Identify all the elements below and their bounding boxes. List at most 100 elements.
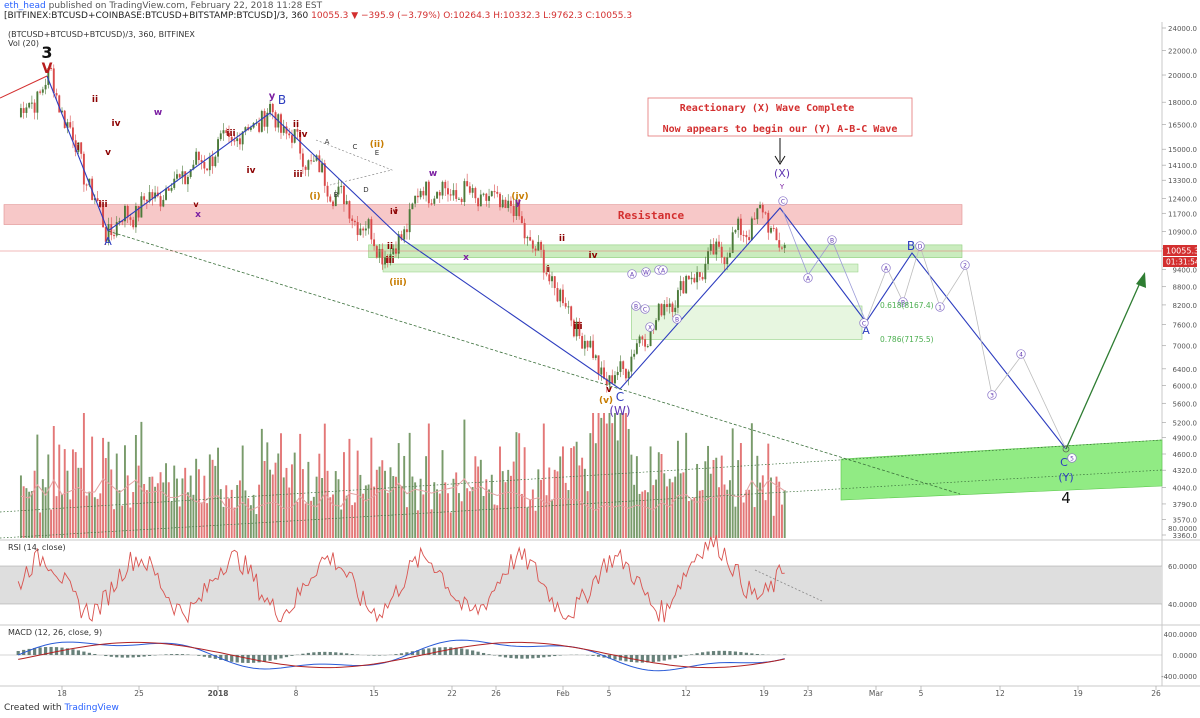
volume-bar: [556, 471, 559, 538]
volume-bar: [457, 493, 460, 538]
candle-body: [728, 252, 731, 258]
volume-bar: [583, 468, 586, 538]
volume-bar: [403, 455, 406, 538]
candle-body: [288, 133, 291, 136]
volume-bar: [381, 460, 384, 538]
fib-618-label: 0.618(8167.4): [880, 301, 934, 310]
candle-body: [778, 240, 781, 248]
candle-body: [260, 111, 263, 132]
candle-body: [644, 339, 647, 347]
volume-bar: [668, 478, 671, 538]
volume-bar: [367, 484, 370, 538]
projection-arrow-head: [1136, 272, 1146, 288]
volume-moving-average: [20, 478, 785, 511]
time-tick-label-8: 5: [607, 689, 612, 698]
volume-bar: [603, 413, 605, 538]
zone-Resistance: [3, 204, 963, 225]
volume-bar: [315, 476, 318, 538]
candle-body: [603, 367, 605, 379]
candle-body: [364, 228, 367, 231]
candle-body: [39, 91, 42, 93]
volume-bar: [783, 490, 786, 538]
volume-bar: [47, 454, 50, 538]
macd-hist-bar: [137, 655, 141, 658]
candle-body: [704, 263, 707, 280]
wave-label-28: iii: [226, 129, 235, 139]
volume-bar: [225, 485, 228, 538]
candle-body: [553, 276, 556, 289]
macd-hist-bar: [213, 655, 217, 659]
volume-bar: [28, 491, 31, 538]
circled-marker-15: [935, 302, 945, 312]
candle-body: [337, 186, 340, 195]
volume-bar: [693, 497, 696, 538]
candle-body: [682, 281, 685, 294]
volume-bar: [96, 498, 99, 538]
macd-hist-bar: [520, 655, 524, 659]
volume-bar: [203, 475, 206, 538]
macd-hist-bar: [224, 655, 228, 661]
macd-hist-bar: [498, 655, 502, 657]
price-tick-label-16: 7000.0: [1173, 343, 1198, 351]
candle-body: [490, 191, 493, 197]
fib-786-label: 0.786(7175.5): [880, 335, 934, 344]
volume-bar: [91, 436, 94, 538]
created-text: Created with: [4, 703, 62, 713]
time-axis[interactable]: 18 25 2018 8 15 22 26 Feb 5 12 19 23 Mar 5 12 19 26: [57, 686, 1161, 698]
volume-bar: [608, 413, 611, 538]
rsi-tick-label-0: 80.0000: [1168, 525, 1197, 533]
volume-bar: [110, 469, 113, 538]
volume-bar: [392, 476, 395, 538]
macd-hist-bar: [509, 655, 513, 659]
volume-bar: [192, 494, 195, 538]
volume-bar: [425, 456, 428, 538]
volume-bar: [745, 489, 748, 538]
price-tick-label-17: 6400.0: [1173, 366, 1198, 374]
time-tick-label-16: 26: [1151, 689, 1161, 698]
author-link[interactable]: eth_head: [4, 1, 46, 11]
volume-bar: [660, 454, 663, 538]
wave-label-25: iii: [98, 200, 107, 210]
candle-body: [638, 336, 641, 344]
volume-bar: [137, 465, 140, 538]
wave-label-40: iv: [390, 207, 399, 216]
volume-bar: [154, 486, 157, 538]
macd-hist-bar: [454, 647, 458, 655]
symbol-text: [BITFINEX:BTCUSD+COINBASE:BTCUSD+BITSTAM…: [4, 11, 309, 21]
volume-bar: [271, 474, 274, 538]
volume-bar: [592, 413, 595, 538]
volume-bar: [258, 484, 261, 538]
candle-body: [583, 340, 586, 349]
volume-bar: [104, 458, 107, 538]
volume-bar: [222, 506, 225, 538]
volume-bar: [310, 500, 313, 538]
volume-bar: [345, 495, 348, 538]
candle-body: [734, 230, 737, 233]
candle-body: [323, 163, 326, 186]
candle-body: [148, 192, 151, 202]
volume-bar: [233, 507, 236, 538]
price-tick-label-7: 13300.0: [1168, 177, 1197, 185]
candle-body: [258, 122, 261, 132]
price-change: 10055.3 ▼ −395.9 (−3.79%): [311, 11, 441, 21]
volume-bar: [460, 501, 463, 538]
volume-bar: [85, 495, 88, 538]
time-tick-label-14: 12: [995, 689, 1005, 698]
target-point: [1062, 445, 1070, 453]
tradingview-logo-text[interactable]: TradingView: [64, 703, 119, 713]
macd-hist-bar: [16, 651, 20, 655]
volume-bar: [50, 509, 53, 538]
price-tick-label-3: 18000.0: [1168, 99, 1197, 107]
macd-hist-bar: [481, 652, 486, 655]
rsi-trendline: [754, 569, 823, 602]
volume-bar: [666, 486, 668, 538]
circled-marker-label-16: 2: [963, 263, 967, 270]
volume-bar: [671, 482, 674, 538]
volume-bar: [299, 433, 302, 538]
candle-body: [447, 188, 449, 195]
candle-body: [159, 196, 162, 207]
macd-hist-bar: [377, 655, 382, 656]
volume-bar: [206, 503, 209, 538]
macd-hist-bar: [148, 655, 152, 656]
